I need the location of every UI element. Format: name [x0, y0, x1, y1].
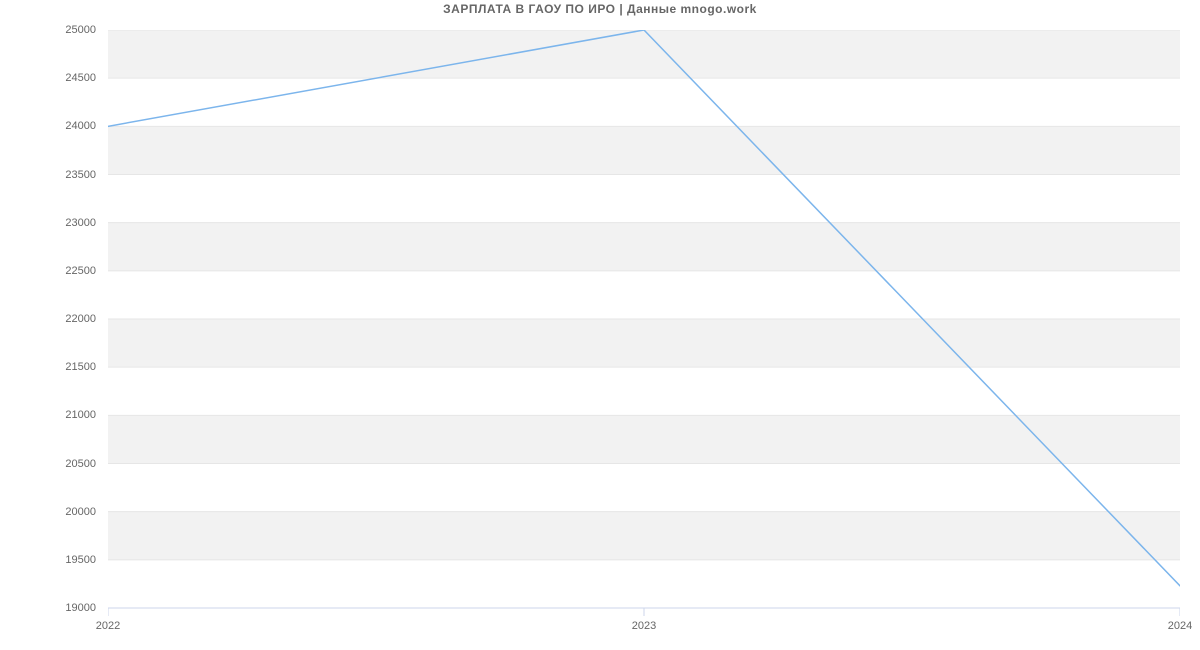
- y-axis-tick-label: 21500: [36, 361, 96, 373]
- y-axis-tick-label: 23500: [36, 169, 96, 181]
- x-axis-tick-label: 2024: [1168, 620, 1192, 632]
- y-axis-tick-label: 24000: [36, 120, 96, 132]
- x-axis-tick-label: 2023: [632, 620, 656, 632]
- y-axis-tick-label: 22000: [36, 313, 96, 325]
- y-axis-tick-label: 23000: [36, 217, 96, 229]
- y-axis-tick-label: 24500: [36, 72, 96, 84]
- y-axis-tick-label: 19000: [36, 602, 96, 614]
- y-axis-tick-label: 19500: [36, 554, 96, 566]
- y-axis-tick-label: 25000: [36, 24, 96, 36]
- y-axis-tick-label: 20000: [36, 506, 96, 518]
- chart-container: ЗАРПЛАТА В ГАОУ ПО ИРО | Данные mnogo.wo…: [0, 0, 1200, 650]
- y-axis-tick-label: 22500: [36, 265, 96, 277]
- chart-plot: [108, 30, 1180, 618]
- chart-title: ЗАРПЛАТА В ГАОУ ПО ИРО | Данные mnogo.wo…: [0, 2, 1200, 16]
- y-axis-tick-label: 20500: [36, 458, 96, 470]
- x-axis-tick-label: 2022: [96, 620, 120, 632]
- y-axis-tick-label: 21000: [36, 409, 96, 421]
